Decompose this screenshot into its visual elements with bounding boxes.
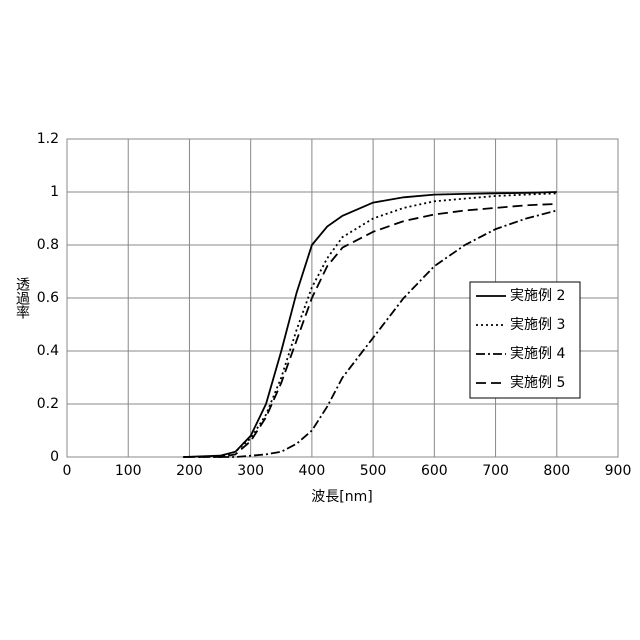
y-tick-label: 1 [50, 184, 59, 200]
y-tick-label: 0.6 [37, 290, 59, 306]
y-tick-label: 0.8 [37, 237, 59, 253]
x-tick-label: 500 [360, 463, 387, 479]
legend-label: 実施例 2 [510, 288, 565, 304]
y-tick-label: 0.2 [37, 396, 59, 412]
x-tick-label: 300 [237, 463, 264, 479]
legend-label: 実施例 3 [510, 317, 565, 333]
x-tick-label: 900 [605, 463, 632, 479]
x-tick-label: 800 [543, 463, 570, 479]
y-axis-label: 透過率 [14, 277, 30, 319]
y-tick-label: 1.2 [37, 131, 59, 147]
y-tick-label: 0 [50, 449, 59, 465]
x-tick-label: 600 [421, 463, 448, 479]
x-tick-label: 200 [176, 463, 203, 479]
legend-label: 実施例 4 [510, 346, 565, 362]
x-tick-label: 400 [299, 463, 326, 479]
chart: 波長[nm] 透過率 0 0.2 0.4 0.6 0.8 1 1.2 0 100 200 300 40… [0, 0, 640, 640]
x-tick-label: 100 [115, 463, 142, 479]
x-axis-label: 波長[nm] [311, 489, 372, 505]
x-tick-label: 700 [482, 463, 509, 479]
y-tick-label: 0.4 [37, 343, 59, 359]
x-tick-label: 0 [63, 463, 72, 479]
legend-label: 実施例 5 [510, 375, 565, 391]
